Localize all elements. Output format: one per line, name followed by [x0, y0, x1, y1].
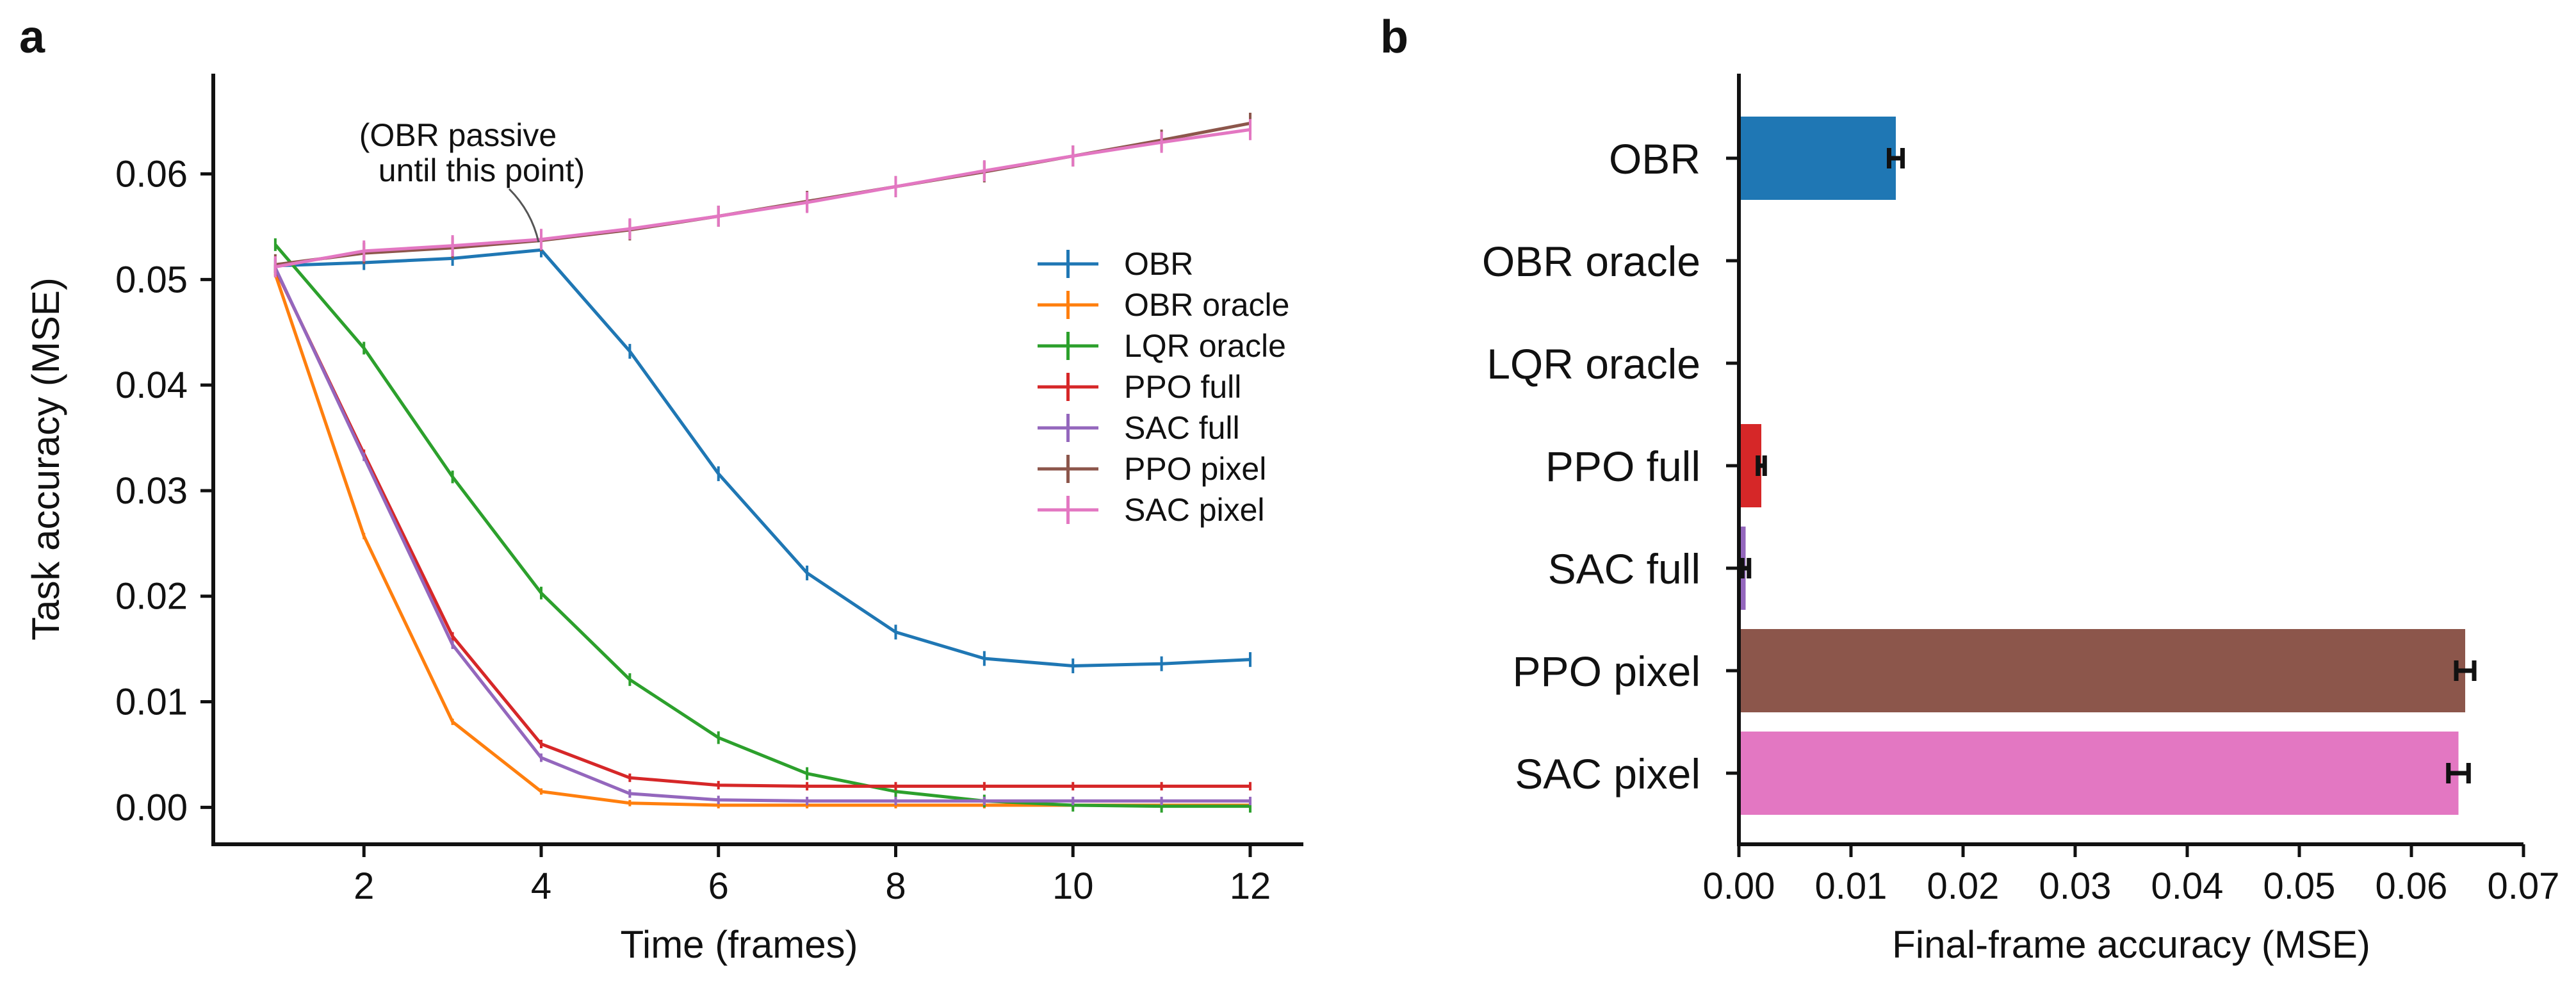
- y-tick-label: 0.03: [115, 470, 188, 512]
- legend-item-ppo-pixel: PPO pixel: [1038, 451, 1266, 487]
- series-obr-oracle: [273, 271, 1251, 808]
- annotation-line-1: (OBR passive: [359, 117, 557, 153]
- x-axis-title: Time (frames): [620, 923, 858, 966]
- annotation-arrow: [508, 188, 540, 243]
- y-tick-label: 0.04: [115, 364, 188, 406]
- y-tick-label: 0.05: [115, 259, 188, 300]
- legend-item-obr-oracle: OBR oracle: [1038, 287, 1289, 323]
- category-label: OBR oracle: [1482, 238, 1700, 285]
- x-tick-label: 0.00: [1703, 865, 1775, 907]
- bar-sac-pixel: SAC pixel: [1515, 732, 2471, 815]
- x-tick-label: 0.03: [2039, 865, 2112, 907]
- x-tick-label: 12: [1230, 865, 1271, 907]
- legend-label: OBR oracle: [1124, 287, 1289, 323]
- bar-lqr-oracle: LQR oracle: [1487, 340, 1739, 388]
- bar-rect: [1741, 732, 2459, 815]
- x-tick-label: 0.04: [2151, 865, 2224, 907]
- legend-label: SAC full: [1124, 410, 1240, 446]
- bar-chart-panel: 0.00 0.01 0.02 0.03 0.04 0.05 0.06 0.07 Final-fr…: [1482, 74, 2560, 966]
- x-tick-label: 0.05: [2263, 865, 2336, 907]
- x-tick-label: 8: [885, 865, 906, 907]
- panel-b-letter: b: [1380, 12, 1408, 63]
- panel-a-letter: a: [19, 12, 45, 63]
- category-label: SAC pixel: [1515, 750, 1700, 798]
- y-axis-title: Task accuracy (MSE): [24, 277, 67, 641]
- y-tick-label: 0.06: [115, 154, 188, 195]
- category-label: LQR oracle: [1487, 340, 1700, 388]
- bar-obr: OBR: [1609, 117, 1905, 200]
- category-label: PPO pixel: [1513, 648, 1700, 695]
- x-tick-label: 0.07: [2488, 865, 2560, 907]
- y-tick-label: 0.02: [115, 576, 188, 618]
- x-tick-label: 2: [354, 865, 374, 907]
- x-tick-label: 0.01: [1815, 865, 1887, 907]
- x-tick-label: 0.06: [2376, 865, 2448, 907]
- legend-item-obr: OBR: [1038, 246, 1193, 282]
- bar-rect: [1741, 629, 2465, 712]
- legend-label: PPO pixel: [1124, 451, 1266, 487]
- series-ppo-full: [273, 265, 1251, 790]
- legend-label: OBR: [1124, 246, 1193, 282]
- bar-rect: [1741, 117, 1896, 200]
- bar-sac-full: SAC full: [1548, 527, 1752, 610]
- series-line: [273, 267, 1250, 803]
- x-tick-label: 0.02: [1927, 865, 2000, 907]
- x-tick-label: 6: [708, 865, 729, 907]
- bar-obr-oracle: OBR oracle: [1482, 238, 1739, 285]
- x-tick-label: 4: [531, 865, 551, 907]
- legend-label: LQR oracle: [1124, 328, 1286, 364]
- legend-item-ppo-full: PPO full: [1038, 369, 1241, 405]
- category-label: OBR: [1609, 135, 1700, 183]
- series-line: [275, 127, 1251, 269]
- category-label: SAC full: [1548, 545, 1700, 593]
- series-obr: [273, 242, 1251, 674]
- series-sac-full: [273, 263, 1251, 806]
- y-tick-label: 0.00: [115, 787, 188, 828]
- x-axis-title: Final-frame accuracy (MSE): [1892, 923, 2370, 966]
- bar-ppo-full: PPO full: [1545, 424, 1767, 507]
- legend: OBR OBR oracle LQR oracle PPO full SAC full P…: [1038, 246, 1289, 528]
- series-line: [273, 274, 1250, 807]
- y-tick-label: 0.01: [115, 682, 188, 723]
- x-tick-label: 10: [1052, 865, 1094, 907]
- annotation-line-2: until this point): [379, 152, 585, 188]
- series-line: [273, 268, 1250, 788]
- bar-ppo-pixel: PPO pixel: [1513, 629, 2477, 712]
- series-line: [275, 248, 1251, 667]
- category-label: PPO full: [1545, 443, 1700, 490]
- legend-label: SAC pixel: [1124, 492, 1265, 528]
- legend-label: PPO full: [1124, 369, 1241, 405]
- legend-item-sac-full: SAC full: [1038, 410, 1240, 446]
- legend-item-sac-pixel: SAC pixel: [1038, 492, 1265, 528]
- line-chart-panel: 2 4 6 8 10 12 0.00 0.01 0.02 0.03 0.04 0.05 0.06 Time…: [24, 74, 1303, 966]
- series-line: [273, 243, 1250, 808]
- legend-item-lqr-oracle: LQR oracle: [1038, 328, 1286, 364]
- series-sac-pixel: [273, 119, 1251, 278]
